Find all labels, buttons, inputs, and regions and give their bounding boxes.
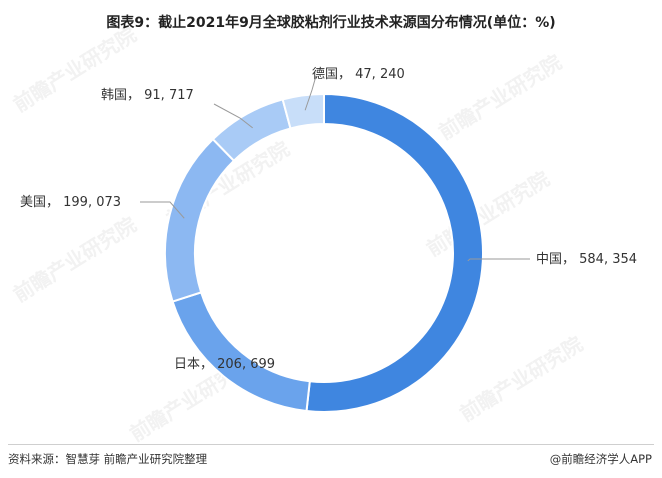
chart-title: 图表9：截止2021年9月全球胶粘剂行业技术来源国分布情况(单位：%) <box>106 15 556 31</box>
donut-slice-美国 <box>164 137 236 303</box>
leader-line-中国 <box>467 258 530 262</box>
slice-label-德国: 德国， 47, 240 <box>312 67 405 82</box>
footer-divider <box>8 444 654 445</box>
slice-label-美国: 美国， 199, 073 <box>20 195 121 210</box>
slice-label-中国: 中国， 584, 354 <box>536 252 637 267</box>
slice-label-日本: 日本， 206, 699 <box>174 357 275 372</box>
leader-line-德国 <box>304 75 317 111</box>
source-note: 资料来源：智慧芽 前瞻产业研究院整理 <box>8 452 208 466</box>
donut-slice-中国 <box>305 92 484 413</box>
donut-slice-德国 <box>281 92 325 130</box>
credit-note: @前瞻经济学人APP <box>549 452 652 466</box>
leader-line-韩国 <box>213 103 253 129</box>
donut-slice-韩国 <box>211 98 292 163</box>
leader-line-美国 <box>140 201 185 219</box>
donut-slice-日本 <box>171 291 311 413</box>
slice-label-韩国: 韩国， 91, 717 <box>101 88 194 103</box>
